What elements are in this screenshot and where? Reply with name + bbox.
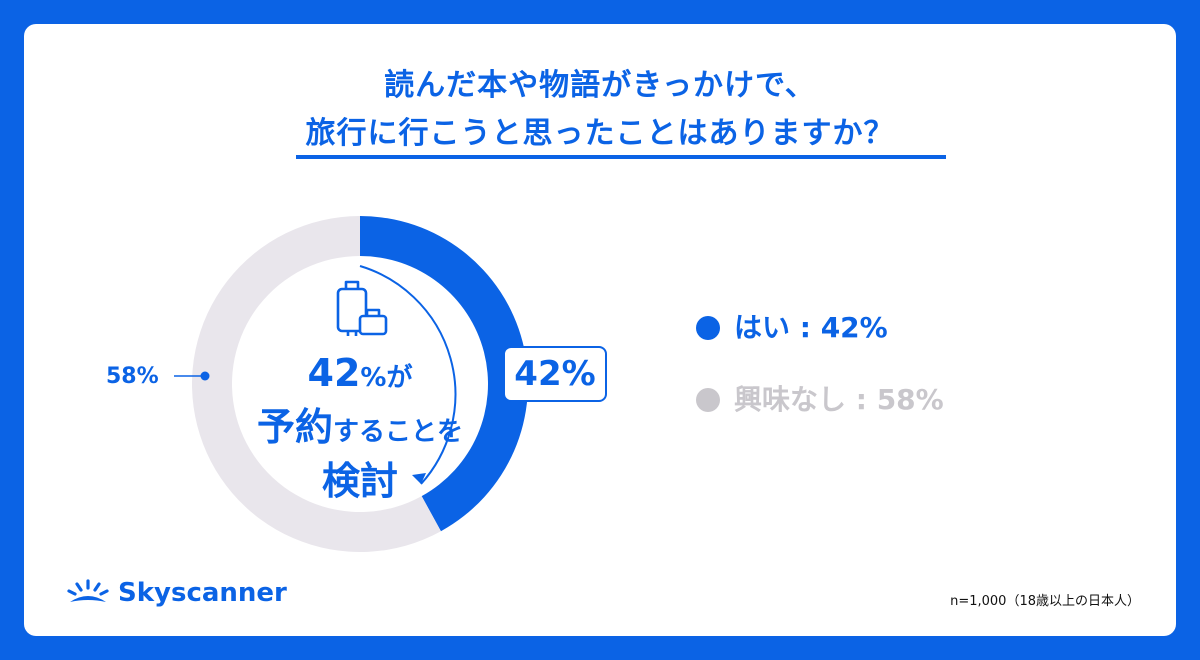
center-line2-big: 予約	[256, 405, 333, 449]
legend-label-yes: はい : 42%	[734, 311, 888, 344]
inner-arc-arrowhead	[412, 473, 426, 484]
card: 読んだ本や物語がきっかけで、 旅行に行こうと思ったことはありますか？ 42%が …	[24, 24, 1176, 636]
center-percent-suffix: %が	[360, 363, 413, 393]
brand-name: Skyscanner	[118, 578, 287, 608]
sun-rise-icon	[67, 579, 109, 602]
skyscanner-logo: Skyscanner	[66, 578, 287, 608]
legend-dot-no	[696, 388, 720, 412]
center-line2-small: することを	[333, 417, 464, 447]
donut-chart	[174, 216, 528, 552]
sample-footnote: n=1,000（18歳以上の日本人）	[950, 594, 1140, 609]
left-label-dot	[200, 371, 210, 381]
title-line-2: 旅行に行こうと思ったことはありますか？	[305, 116, 895, 151]
title-line-1: 読んだ本や物語がきっかけで、	[384, 68, 816, 103]
donut-segment-yes	[360, 216, 528, 532]
legend-item-yes: はい : 42%	[696, 310, 888, 346]
legend-item-no: 興味なし : 58%	[696, 382, 944, 418]
yes-value-label: 42%	[503, 346, 607, 402]
legend-label-no: 興味なし : 58%	[734, 383, 944, 416]
donut-segment-no	[192, 216, 441, 552]
legend-dot-yes	[696, 316, 720, 340]
title-underline	[296, 155, 946, 159]
chart-title: 読んだ本や物語がきっかけで、 旅行に行こうと思ったことはありますか？	[24, 62, 1176, 158]
no-value-label: 58%	[106, 364, 159, 389]
inner-arc-arrow	[359, 265, 457, 485]
center-line3: 検討	[321, 459, 398, 503]
center-percent: 42	[307, 351, 361, 395]
luggage-icon	[336, 280, 388, 336]
center-text: 42%が 予約することを 検討	[240, 350, 480, 504]
